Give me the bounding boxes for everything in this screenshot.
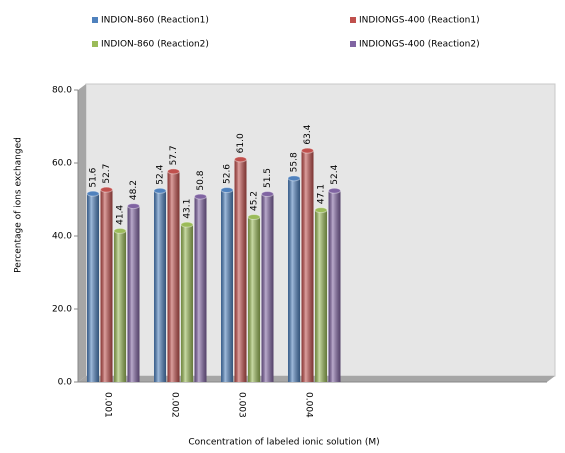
data-label: 63.4 (303, 124, 313, 144)
y-tick-label: 60.0 (52, 159, 72, 169)
bar-cap (220, 187, 234, 194)
bar-shine (114, 230, 126, 382)
legend-swatch (92, 41, 98, 47)
data-label: 55.8 (290, 152, 300, 172)
data-label: 52.4 (330, 164, 340, 184)
y-tick-label: 20.0 (52, 305, 72, 315)
bar-cap (234, 156, 247, 163)
bar-cap (301, 147, 314, 154)
bar-shine (87, 193, 99, 382)
bar-cap (127, 203, 140, 210)
data-label: 45.2 (250, 191, 260, 211)
y-axis-title: Percentage of ions exchanged (14, 137, 24, 273)
bar-shine (261, 194, 274, 382)
legend-label: INDIONGS-400 (Reaction1) (359, 16, 480, 26)
bar-shine (194, 196, 207, 382)
bar-cap (100, 186, 113, 193)
x-tick-label: 0.003 (237, 392, 247, 418)
x-tick-label: 0.002 (170, 392, 180, 418)
bar-shine (328, 190, 341, 382)
data-label: 51.5 (263, 168, 273, 188)
bar-shine (221, 190, 233, 382)
bar-cap (314, 207, 328, 214)
y-tick-label: 40.0 (52, 232, 72, 242)
bar-cap (287, 175, 301, 182)
side-wall (78, 84, 86, 382)
data-label: 43.1 (183, 199, 193, 219)
x-axis-title: Concentration of labeled ionic solution … (188, 438, 379, 448)
bar-shine (234, 159, 247, 382)
data-label: 50.8 (196, 170, 206, 190)
legend-label: INDIONGS-400 (Reaction2) (359, 40, 480, 50)
data-label: 61.0 (236, 133, 246, 153)
bar-shine (288, 178, 300, 382)
bar-cap (86, 190, 100, 197)
x-tick-label: 0.004 (304, 392, 314, 418)
legend-swatch (350, 41, 356, 47)
y-tick-label: 0.0 (58, 378, 73, 388)
bar-cap (113, 227, 127, 234)
bar-cap (180, 221, 194, 228)
legend-label: INDION-860 (Reaction1) (101, 16, 209, 26)
x-tick-label: 0.001 (103, 392, 113, 418)
bar-cap (167, 168, 180, 175)
bar-shine (248, 217, 260, 382)
data-label: 52.6 (223, 164, 233, 184)
data-label: 57.7 (169, 145, 179, 165)
data-label: 47.1 (317, 184, 327, 204)
bar-cap (153, 187, 167, 194)
bar-cap (328, 187, 341, 194)
data-label: 48.2 (129, 180, 139, 200)
bar-shine (154, 190, 166, 382)
bar-cap (194, 193, 207, 200)
data-label: 52.4 (156, 164, 166, 184)
legend-swatch (92, 17, 98, 23)
y-tick-label: 80.0 (52, 86, 72, 96)
data-label: 41.4 (116, 205, 126, 225)
bar-shine (167, 171, 180, 382)
legend-label: INDION-860 (Reaction2) (101, 40, 209, 50)
bar-shine (315, 210, 327, 382)
bar-shine (100, 189, 113, 382)
data-label: 51.6 (89, 167, 99, 187)
bar-cap (247, 214, 261, 221)
legend-swatch (350, 17, 356, 23)
bar-shine (127, 206, 140, 382)
bar-shine (181, 224, 193, 382)
data-label: 52.7 (102, 164, 112, 184)
bar-cap (261, 191, 274, 198)
bar-shine (301, 150, 314, 382)
